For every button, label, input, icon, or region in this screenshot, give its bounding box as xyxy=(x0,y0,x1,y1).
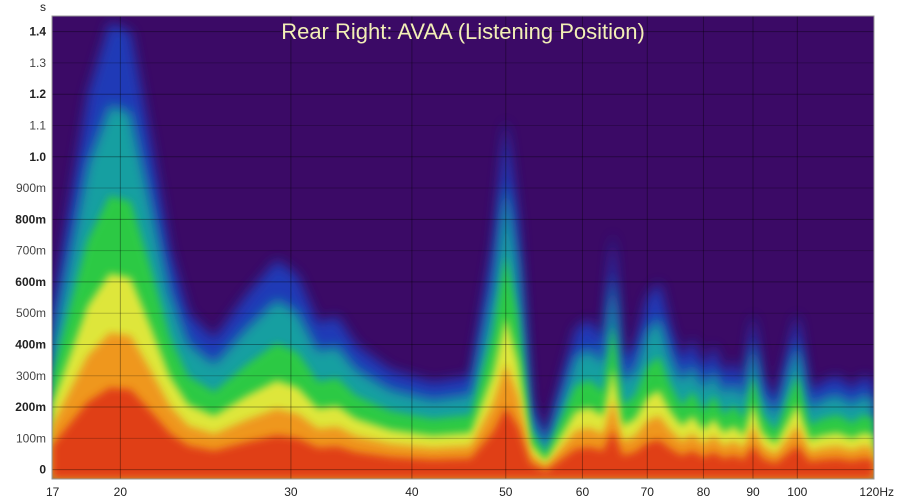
x-tick-label: 20 xyxy=(114,485,128,499)
y-tick-label: 1.4 xyxy=(29,25,46,39)
y-tick-label: 200m xyxy=(15,400,46,414)
y-tick-label: 900m xyxy=(16,181,46,195)
y-tick-label: 0 xyxy=(39,463,46,477)
x-tick-label: 90 xyxy=(746,485,760,499)
y-tick-label: 700m xyxy=(16,244,46,258)
x-tick-label: 50 xyxy=(499,485,513,499)
y-tick-label: 800m xyxy=(15,212,46,226)
y-unit-label: s xyxy=(40,0,46,14)
y-tick-label: 1.0 xyxy=(29,150,46,164)
y-tick-label: 1.1 xyxy=(29,118,46,132)
chart-title: Rear Right: AVAA (Listening Position) xyxy=(281,19,645,44)
y-tick-label: 1.3 xyxy=(29,56,46,70)
x-tick-label: 30 xyxy=(284,485,298,499)
x-tick-label: 60 xyxy=(576,485,590,499)
x-tick-label: 80 xyxy=(697,485,711,499)
y-tick-label: 600m xyxy=(15,275,46,289)
plot-frame xyxy=(51,15,875,480)
y-tick-label: 100m xyxy=(16,431,46,445)
x-tick-label: 70 xyxy=(641,485,655,499)
y-tick-label: 300m xyxy=(16,369,46,383)
heat-layer xyxy=(52,22,874,479)
x-axis: 17 20 30 40 50 60 70 80 90 100 120Hz xyxy=(46,485,894,499)
y-axis: 1.4 1.3 1.2 1.1 1.0 900m 800m 700m 600m 500m 400m 3… xyxy=(15,25,46,477)
x-tick-label: 120Hz xyxy=(859,485,894,499)
y-tick-label: 500m xyxy=(16,306,46,320)
heat-band-peak xyxy=(52,387,874,479)
x-tick-label: 17 xyxy=(46,485,60,499)
x-tick-label: 40 xyxy=(405,485,419,499)
y-tick-label: 400m xyxy=(15,337,46,351)
grid-layer xyxy=(52,16,874,479)
y-tick-label: 1.2 xyxy=(29,87,46,101)
x-tick-label: 100 xyxy=(787,485,807,499)
